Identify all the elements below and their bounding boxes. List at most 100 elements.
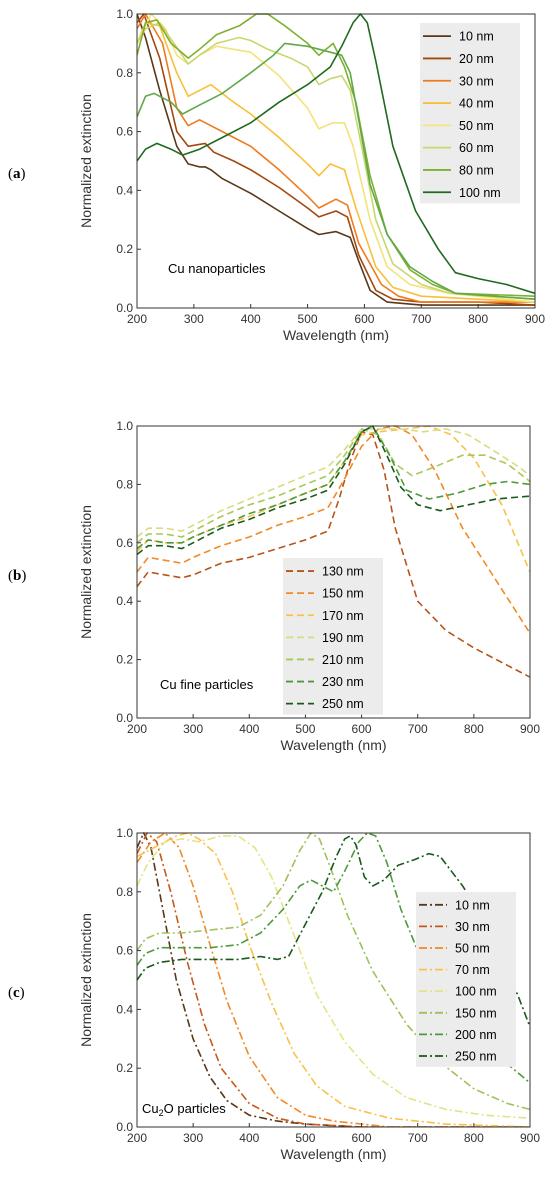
series-line-b-4 [137, 428, 530, 544]
legend-label-c-4: 100 nm [455, 985, 497, 999]
plot-frame-c [136, 832, 531, 1128]
x-axis-title-a: Wavelength (nm) [283, 327, 389, 343]
series-line-a-1 [137, 13, 535, 306]
x-tick-label-a-6: 800 [468, 312, 488, 326]
legend-label-a-1: 20 nm [459, 52, 494, 66]
y-axis-title-a: Normalized extinction [78, 94, 94, 228]
x-tick-label-b-0: 200 [127, 722, 147, 736]
x-tick-label-a-3: 500 [298, 312, 318, 326]
series-group-a [137, 13, 535, 306]
legend-label-b-0: 130 nm [322, 565, 364, 579]
annotation-c: Cu2O particles [142, 1101, 226, 1118]
y-tick-label-c-3: 0.6 [116, 944, 133, 958]
legend-label-c-3: 70 nm [455, 963, 490, 977]
legend-label-b-2: 170 nm [322, 609, 364, 623]
plot-frame-a [136, 13, 536, 309]
y-tick-label-b-1: 0.2 [116, 653, 133, 667]
legend-c: 10 nm 30 nm 50 nm 70 nm 100 nm 150 nm 200 nm 25… [416, 892, 516, 1067]
x-tick-label-c-0: 200 [127, 1131, 147, 1145]
series-line-a-0 [137, 13, 535, 306]
x-tick-label-c-1: 300 [183, 1131, 203, 1145]
x-tick-label-a-1: 300 [184, 312, 204, 326]
y-tick-label-c-0: 0.0 [116, 1120, 133, 1134]
legend-a: 10 nm 20 nm 30 nm 40 nm 50 nm 60 nm 80 nm 100 n… [420, 23, 520, 204]
series-line-a-3 [137, 22, 535, 303]
legend-label-b-4: 210 nm [322, 653, 364, 667]
x-tick-label-b-7: 900 [520, 722, 540, 736]
legend-label-b-6: 250 nm [322, 697, 364, 711]
x-tick-label-a-0: 200 [127, 312, 147, 326]
series-line-b-3 [137, 428, 530, 538]
y-tick-label-b-2: 0.4 [116, 594, 133, 608]
y-tick-label-b-5: 1.0 [116, 419, 133, 433]
panel-label-b: (b) [8, 568, 26, 584]
y-tick-label-a-3: 0.6 [116, 125, 133, 139]
series-line-c-1 [137, 832, 530, 1127]
series-line-b-6 [137, 425, 530, 556]
y-tick-label-c-2: 0.4 [116, 1002, 133, 1016]
legend-label-c-7: 250 nm [455, 1050, 497, 1064]
plot-frame-b [136, 425, 531, 719]
y-tick-label-a-2: 0.4 [116, 183, 133, 197]
legend-background-a [420, 23, 520, 204]
series-line-a-8 [137, 13, 535, 295]
chart-panel-c: (c) 200 300 400 500 600 700 800 900 0.0 0.2 0.4 0.6 0… [8, 826, 540, 1162]
x-axis-title-b: Wavelength (nm) [280, 737, 386, 753]
series-line-b-0 [137, 431, 530, 678]
y-tick-label-a-5: 1.0 [116, 7, 133, 21]
legend-label-c-2: 50 nm [455, 942, 490, 956]
x-tick-label-b-5: 700 [408, 722, 428, 736]
legend-label-c-6: 200 nm [455, 1028, 497, 1042]
series-line-a-7 [137, 42, 535, 300]
panel-label-c: (c) [8, 985, 25, 1001]
x-tick-label-c-2: 400 [239, 1131, 259, 1145]
x-tick-label-a-7: 900 [525, 312, 545, 326]
series-line-a-4 [137, 13, 535, 303]
y-tick-label-b-3: 0.6 [116, 536, 133, 550]
x-tick-label-a-5: 700 [411, 312, 431, 326]
x-axis-title-c: Wavelength (nm) [280, 1146, 386, 1162]
x-tick-label-c-4: 600 [352, 1131, 372, 1145]
series-group-b [137, 425, 530, 678]
series-line-c-4 [137, 835, 530, 1119]
legend-label-c-5: 150 nm [455, 1006, 497, 1020]
x-tick-label-b-6: 800 [464, 722, 484, 736]
chart-panel-b: (b) 200 300 400 500 600 700 800 900 0.0 0.2 0.4 0.6 0… [8, 419, 540, 753]
legend-background-c [416, 892, 516, 1067]
y-tick-label-c-5: 1.0 [116, 826, 133, 840]
legend-label-c-0: 10 nm [455, 898, 490, 912]
y-tick-label-a-4: 0.8 [116, 66, 133, 80]
x-tick-label-c-5: 700 [408, 1131, 428, 1145]
x-tick-label-a-4: 600 [354, 312, 374, 326]
legend-label-a-2: 30 nm [459, 74, 494, 88]
legend-background-b [283, 558, 383, 715]
series-line-b-5 [137, 425, 530, 550]
legend-label-b-1: 150 nm [322, 587, 364, 601]
series-line-c-6 [137, 832, 530, 1084]
y-axis-title-c: Normalized extinction [78, 913, 94, 1047]
x-tick-label-b-2: 400 [239, 722, 259, 736]
panel-label-a: (a) [8, 166, 26, 182]
legend-b: 130 nm 150 nm 170 nm 190 nm 210 nm 230 nm 250 … [283, 558, 383, 715]
legend-label-c-1: 30 nm [455, 920, 490, 934]
legend-label-a-0: 10 nm [459, 30, 494, 44]
x-tick-label-c-6: 800 [464, 1131, 484, 1145]
series-line-a-5 [137, 22, 535, 300]
legend-label-b-3: 190 nm [322, 631, 364, 645]
legend-label-a-4: 50 nm [459, 119, 494, 133]
legend-label-a-5: 60 nm [459, 141, 494, 155]
y-tick-label-a-0: 0.0 [116, 301, 133, 315]
annotation-b: Cu fine particles [160, 677, 254, 692]
y-axis-title-b: Normalized extinction [78, 505, 94, 639]
x-tick-label-c-3: 500 [295, 1131, 315, 1145]
x-tick-label-b-4: 600 [352, 722, 372, 736]
y-tick-label-c-4: 0.8 [116, 885, 133, 899]
legend-label-a-7: 100 nm [459, 186, 501, 200]
series-line-c-3 [137, 832, 530, 1127]
legend-label-a-3: 40 nm [459, 97, 494, 111]
x-tick-label-b-1: 300 [183, 722, 203, 736]
x-tick-label-b-3: 500 [295, 722, 315, 736]
y-tick-label-c-1: 0.2 [116, 1061, 133, 1075]
series-line-c-7 [137, 835, 530, 1028]
